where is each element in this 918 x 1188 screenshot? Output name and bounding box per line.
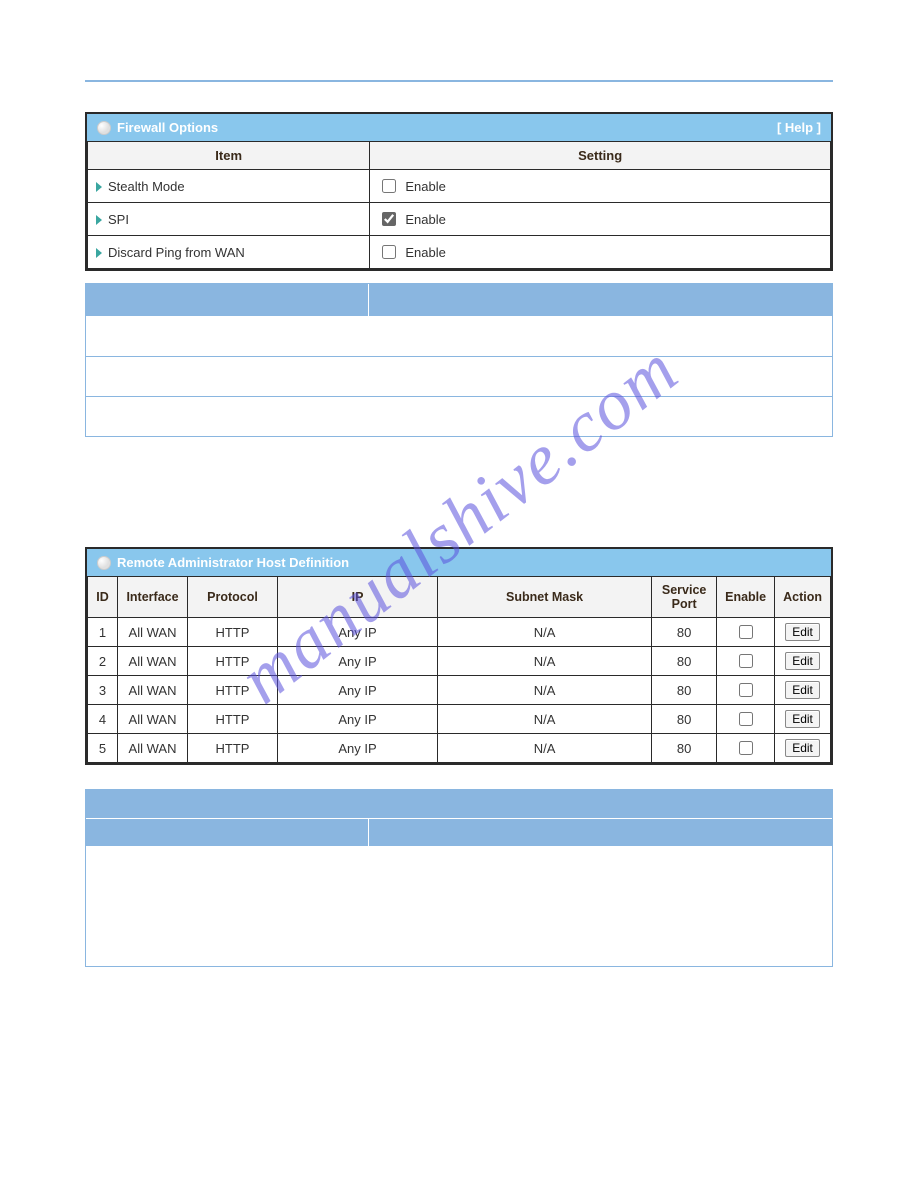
- remote-cell-mask: N/A: [438, 647, 652, 676]
- firewall-enable-checkbox[interactable]: [382, 179, 396, 193]
- arrow-icon: [96, 182, 102, 192]
- remote-cell-id: 2: [88, 647, 118, 676]
- edit-button[interactable]: Edit: [785, 652, 820, 670]
- firewall-enable-checkbox[interactable]: [382, 245, 396, 259]
- remote-cell-port: 80: [652, 734, 717, 763]
- remote-cell-id: 4: [88, 705, 118, 734]
- remote-col-port: Service Port: [652, 577, 717, 618]
- remote-cell-port: 80: [652, 647, 717, 676]
- remote-panel: Remote Administrator Host Definition ID …: [85, 547, 833, 765]
- remote-cell-protocol: HTTP: [188, 618, 278, 647]
- firewall-row: Stealth Mode Enable: [88, 170, 831, 203]
- firewall-enable-text: Enable: [405, 212, 445, 227]
- help-link[interactable]: [ Help ]: [777, 120, 821, 135]
- firewall-item-label: Stealth Mode: [108, 179, 185, 194]
- remote-panel-header: Remote Administrator Host Definition: [87, 549, 831, 576]
- remote-col-interface: Interface: [118, 577, 188, 618]
- remote-row: 1 All WAN HTTP Any IP N/A 80 Edit: [88, 618, 831, 647]
- remote-enable-checkbox[interactable]: [739, 741, 753, 755]
- remote-cell-id: 1: [88, 618, 118, 647]
- edit-button[interactable]: Edit: [785, 681, 820, 699]
- remote-col-enable: Enable: [717, 577, 775, 618]
- remote-cell-interface: All WAN: [118, 618, 188, 647]
- remote-cell-port: 80: [652, 705, 717, 734]
- remote-row: 2 All WAN HTTP Any IP N/A 80 Edit: [88, 647, 831, 676]
- arrow-icon: [96, 248, 102, 258]
- remote-cell-mask: N/A: [438, 734, 652, 763]
- remote-cell-interface: All WAN: [118, 705, 188, 734]
- firewall-enable-checkbox[interactable]: [382, 212, 396, 226]
- remote-cell-ip: Any IP: [278, 676, 438, 705]
- remote-row: 3 All WAN HTTP Any IP N/A 80 Edit: [88, 676, 831, 705]
- firewall-enable-label[interactable]: Enable: [378, 176, 445, 196]
- firewall-enable-label[interactable]: Enable: [378, 209, 445, 229]
- firewall-table: Item Setting Stealth Mode Enable SPI Ena…: [87, 141, 831, 269]
- remote-enable-checkbox[interactable]: [739, 654, 753, 668]
- firewall-panel: Firewall Options [ Help ] Item Setting S…: [85, 112, 833, 271]
- firewall-enable-text: Enable: [405, 245, 445, 260]
- remote-cell-id: 3: [88, 676, 118, 705]
- firewall-title: Firewall Options: [117, 120, 218, 135]
- edit-button[interactable]: Edit: [785, 710, 820, 728]
- firewall-panel-header: Firewall Options [ Help ]: [87, 114, 831, 141]
- spacer: [85, 777, 833, 789]
- firewall-item-label: Discard Ping from WAN: [108, 245, 245, 260]
- firewall-col-setting: Setting: [370, 142, 831, 170]
- globe-icon: [97, 556, 111, 570]
- remote-col-ip: IP: [278, 577, 438, 618]
- remote-cell-protocol: HTTP: [188, 705, 278, 734]
- remote-col-id: ID: [88, 577, 118, 618]
- remote-title: Remote Administrator Host Definition: [117, 555, 349, 570]
- remote-col-mask: Subnet Mask: [438, 577, 652, 618]
- remote-cell-id: 5: [88, 734, 118, 763]
- description-block-1: [85, 283, 833, 437]
- firewall-item-label: SPI: [108, 212, 129, 227]
- edit-button[interactable]: Edit: [785, 739, 820, 757]
- remote-cell-interface: All WAN: [118, 647, 188, 676]
- remote-cell-port: 80: [652, 676, 717, 705]
- remote-row: 4 All WAN HTTP Any IP N/A 80 Edit: [88, 705, 831, 734]
- remote-cell-ip: Any IP: [278, 647, 438, 676]
- edit-button[interactable]: Edit: [785, 623, 820, 641]
- remote-cell-port: 80: [652, 618, 717, 647]
- remote-cell-ip: Any IP: [278, 618, 438, 647]
- top-rule: [85, 80, 833, 82]
- firewall-row: Discard Ping from WAN Enable: [88, 236, 831, 269]
- remote-enable-checkbox[interactable]: [739, 625, 753, 639]
- globe-icon: [97, 121, 111, 135]
- remote-cell-mask: N/A: [438, 705, 652, 734]
- remote-cell-mask: N/A: [438, 618, 652, 647]
- remote-col-protocol: Protocol: [188, 577, 278, 618]
- firewall-col-item: Item: [88, 142, 370, 170]
- page: manualshive.com Firewall Options [ Help …: [0, 0, 918, 1047]
- remote-cell-mask: N/A: [438, 676, 652, 705]
- remote-cell-interface: All WAN: [118, 676, 188, 705]
- remote-enable-checkbox[interactable]: [739, 712, 753, 726]
- description-block-2: [85, 789, 833, 967]
- firewall-row: SPI Enable: [88, 203, 831, 236]
- remote-cell-protocol: HTTP: [188, 676, 278, 705]
- remote-cell-interface: All WAN: [118, 734, 188, 763]
- remote-enable-checkbox[interactable]: [739, 683, 753, 697]
- remote-cell-ip: Any IP: [278, 734, 438, 763]
- remote-cell-protocol: HTTP: [188, 647, 278, 676]
- spacer: [85, 447, 833, 547]
- arrow-icon: [96, 215, 102, 225]
- remote-cell-protocol: HTTP: [188, 734, 278, 763]
- remote-cell-ip: Any IP: [278, 705, 438, 734]
- firewall-enable-label[interactable]: Enable: [378, 242, 445, 262]
- remote-col-action: Action: [775, 577, 831, 618]
- remote-row: 5 All WAN HTTP Any IP N/A 80 Edit: [88, 734, 831, 763]
- remote-table: ID Interface Protocol IP Subnet Mask Ser…: [87, 576, 831, 763]
- firewall-enable-text: Enable: [405, 179, 445, 194]
